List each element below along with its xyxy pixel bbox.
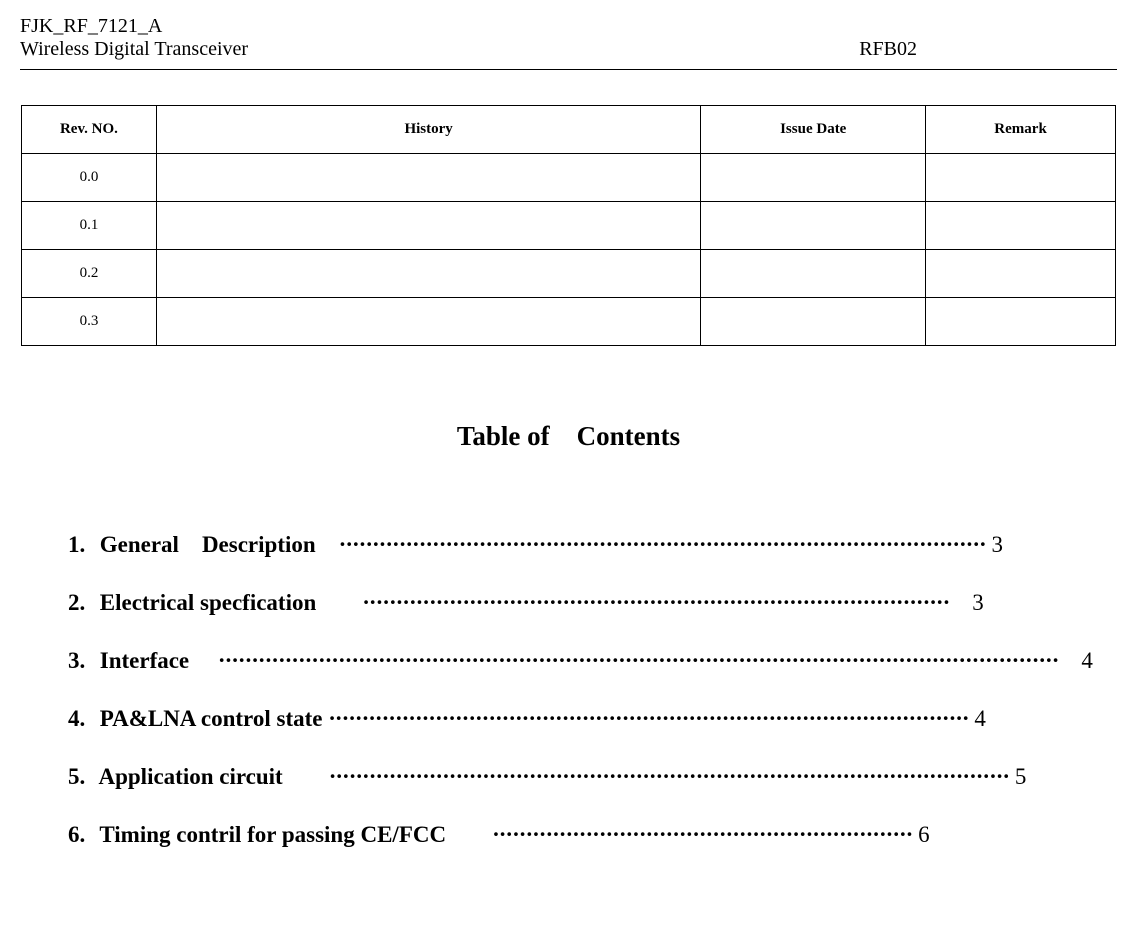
toc-num: 4.: [68, 706, 94, 732]
toc-gap: [316, 532, 339, 557]
revision-table: Rev. NO. History Issue Date Remark 0.0 0…: [21, 105, 1116, 346]
cell-history: [156, 154, 700, 202]
table-row: 0.1: [22, 202, 1116, 250]
toc-page: 4: [1081, 648, 1093, 673]
toc-dots: ········································…: [339, 532, 986, 557]
cell-date: [701, 298, 926, 346]
document-header: FJK_RF_7121_A Wireless Digital Transceiv…: [20, 15, 1117, 61]
document-page: FJK_RF_7121_A Wireless Digital Transceiv…: [0, 0, 1137, 895]
table-row: 0.0: [22, 154, 1116, 202]
document-id: FJK_RF_7121_A: [20, 15, 1117, 38]
cell-date: [701, 250, 926, 298]
cell-remark: [926, 250, 1116, 298]
cell-rev: 0.3: [22, 298, 157, 346]
toc-label: Interface: [100, 648, 189, 673]
toc-gap: [316, 590, 362, 615]
toc-label: Electrical specfication: [100, 590, 317, 615]
toc-item: 5. Application circuit ·················…: [68, 764, 1117, 790]
toc-item: 3. Interface ···························…: [68, 648, 1117, 674]
cell-history: [156, 250, 700, 298]
toc-gap2: [1058, 648, 1081, 673]
toc-dots: ········································…: [218, 648, 1058, 673]
cell-history: [156, 298, 700, 346]
cell-date: [701, 202, 926, 250]
cell-rev: 0.1: [22, 202, 157, 250]
header-row: Wireless Digital Transceiver RFB02: [20, 38, 1117, 61]
cell-date: [701, 154, 926, 202]
toc-page: 3: [972, 590, 984, 615]
toc-item: 2. Electrical specfication ·············…: [68, 590, 1117, 616]
toc-dots: ········································…: [328, 706, 968, 731]
col-header-date: Issue Date: [701, 106, 926, 154]
toc-gap: [283, 764, 329, 789]
col-header-history: History: [156, 106, 700, 154]
toc-list: 1. General Description ·················…: [68, 532, 1117, 848]
toc-gap2: [949, 590, 972, 615]
cell-remark: [926, 154, 1116, 202]
toc-num: 3.: [68, 648, 94, 674]
col-header-remark: Remark: [926, 106, 1116, 154]
toc-title: Table of Contents: [20, 421, 1117, 452]
toc-item: 4. PA&LNA control state ················…: [68, 706, 1117, 732]
toc-label: PA&LNA control state: [100, 706, 323, 731]
toc-gap: [189, 648, 218, 673]
toc-dots: ········································…: [362, 590, 949, 615]
toc-gap: [446, 822, 492, 847]
toc-page: 5: [1015, 764, 1027, 789]
cell-remark: [926, 202, 1116, 250]
toc-num: 2.: [68, 590, 94, 616]
cell-remark: [926, 298, 1116, 346]
toc-num: 5.: [68, 764, 94, 790]
cell-rev: 0.0: [22, 154, 157, 202]
toc-item: 6. Timing contril for passing CE/FCC ···…: [68, 822, 1117, 848]
toc-num: 6.: [68, 822, 94, 848]
toc-page: 6: [918, 822, 930, 847]
toc-label: General Description: [100, 532, 316, 557]
toc-dots: ········································…: [329, 764, 1009, 789]
cell-rev: 0.2: [22, 250, 157, 298]
toc-num: 1.: [68, 532, 94, 558]
header-divider: [20, 69, 1117, 70]
table-header-row: Rev. NO. History Issue Date Remark: [22, 106, 1116, 154]
toc-label: Timing contril for passing CE/FCC: [99, 822, 446, 847]
toc-item: 1. General Description ·················…: [68, 532, 1117, 558]
toc-page: 4: [974, 706, 986, 731]
toc-dots: ········································…: [492, 822, 912, 847]
col-header-rev: Rev. NO.: [22, 106, 157, 154]
document-code: RFB02: [859, 38, 917, 61]
document-title: Wireless Digital Transceiver: [20, 38, 248, 61]
table-row: 0.2: [22, 250, 1116, 298]
toc-label: Application circuit: [98, 764, 282, 789]
table-row: 0.3: [22, 298, 1116, 346]
cell-history: [156, 202, 700, 250]
toc-page: 3: [991, 532, 1003, 557]
